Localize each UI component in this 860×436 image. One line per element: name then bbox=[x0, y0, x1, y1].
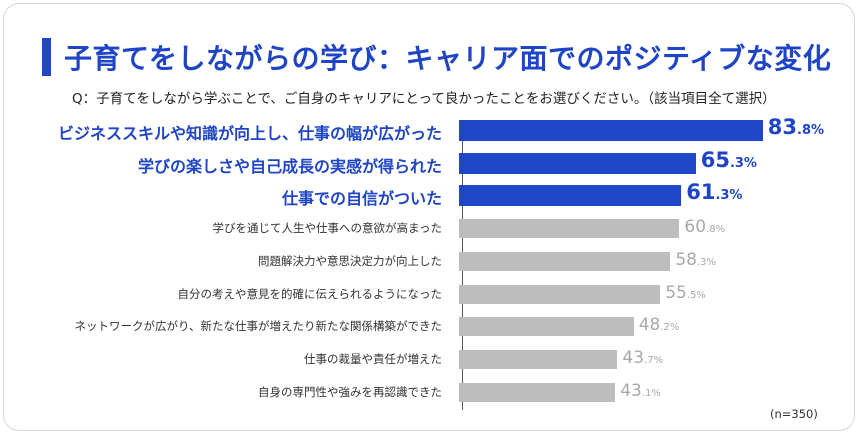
bar-value-label: 55.5% bbox=[665, 283, 706, 303]
chart-title: 子育てをしながらの学び：キャリア面でのポジティブな変化 bbox=[64, 42, 832, 75]
category-label: 仕事での自信がついた bbox=[281, 189, 442, 209]
bar-value-decimal: .7% bbox=[644, 354, 664, 366]
bar-value-label: 65.3% bbox=[701, 148, 757, 172]
bar bbox=[459, 349, 618, 369]
category-label: 自分の考えや意見を的確に伝えられるようになった bbox=[177, 286, 443, 301]
bar bbox=[459, 317, 634, 337]
survey-question: Q：子育てをしながら学ぶことで、ご自身のキャリアにとって良かったことをお選びくだ… bbox=[72, 91, 776, 107]
bar bbox=[459, 251, 671, 271]
bar-value-integer: 61 bbox=[686, 180, 716, 205]
sample-size-note: (n=350) bbox=[770, 407, 818, 421]
bar-value-integer: 83 bbox=[767, 115, 797, 139]
bar-value-integer: 43 bbox=[620, 380, 642, 401]
category-label: 学びの楽しさや自己成長の実感が得られた bbox=[137, 156, 442, 176]
bar-value-integer: 55 bbox=[665, 282, 687, 303]
bar-value-label: 58.3% bbox=[675, 250, 716, 270]
bar-value-label: 60.8% bbox=[684, 217, 725, 237]
bar-value-integer: 58 bbox=[675, 249, 697, 270]
bar-value-integer: 43 bbox=[622, 347, 645, 368]
bar-value-decimal: .8% bbox=[797, 123, 825, 138]
category-label: ネットワークが広がり、新たな仕事が増えたり新たな関係構築ができた bbox=[74, 319, 442, 334]
bar bbox=[459, 284, 661, 304]
bar-value-label: 43.7% bbox=[622, 348, 663, 368]
bar bbox=[459, 185, 682, 207]
title-accent-bar bbox=[42, 38, 51, 76]
bar-value-decimal: .8% bbox=[706, 224, 726, 236]
chart-card: 子育てをしながらの学び：キャリア面でのポジティブな変化 Q：子育てをしながら学ぶ… bbox=[3, 3, 855, 431]
category-label: 問題解決力や意思決定力が向上した bbox=[258, 253, 442, 268]
bar-value-label: 43.1% bbox=[620, 381, 661, 401]
bar-value-integer: 60 bbox=[684, 217, 707, 238]
bar bbox=[459, 152, 696, 174]
category-label: ビジネススキルや知識が向上し、仕事の幅が広がった bbox=[57, 124, 442, 143]
bar-value-decimal: .3% bbox=[696, 256, 717, 268]
category-label: 自身の専門性や強みを再認識できた bbox=[258, 384, 442, 399]
category-label: 学びを通じて人生や仕事への意欲が高まった bbox=[212, 221, 442, 236]
bar-value-decimal: .3% bbox=[715, 188, 743, 204]
bar bbox=[459, 382, 616, 402]
bar bbox=[459, 120, 763, 141]
bar-value-label: 83.8% bbox=[768, 115, 824, 139]
bar bbox=[459, 219, 680, 239]
bar-value-decimal: .5% bbox=[686, 289, 706, 301]
category-label: 仕事の裁量や責任が増えた bbox=[304, 351, 442, 366]
bar-value-integer: 65 bbox=[700, 147, 730, 172]
bar-value-integer: 48 bbox=[638, 315, 661, 336]
bar-value-decimal: .1% bbox=[641, 387, 661, 399]
bar-value-decimal: .3% bbox=[729, 155, 757, 171]
bar-value-decimal: .2% bbox=[660, 322, 680, 334]
bar-value-label: 61.3% bbox=[686, 180, 742, 204]
bar-value-label: 48.2% bbox=[639, 315, 680, 335]
